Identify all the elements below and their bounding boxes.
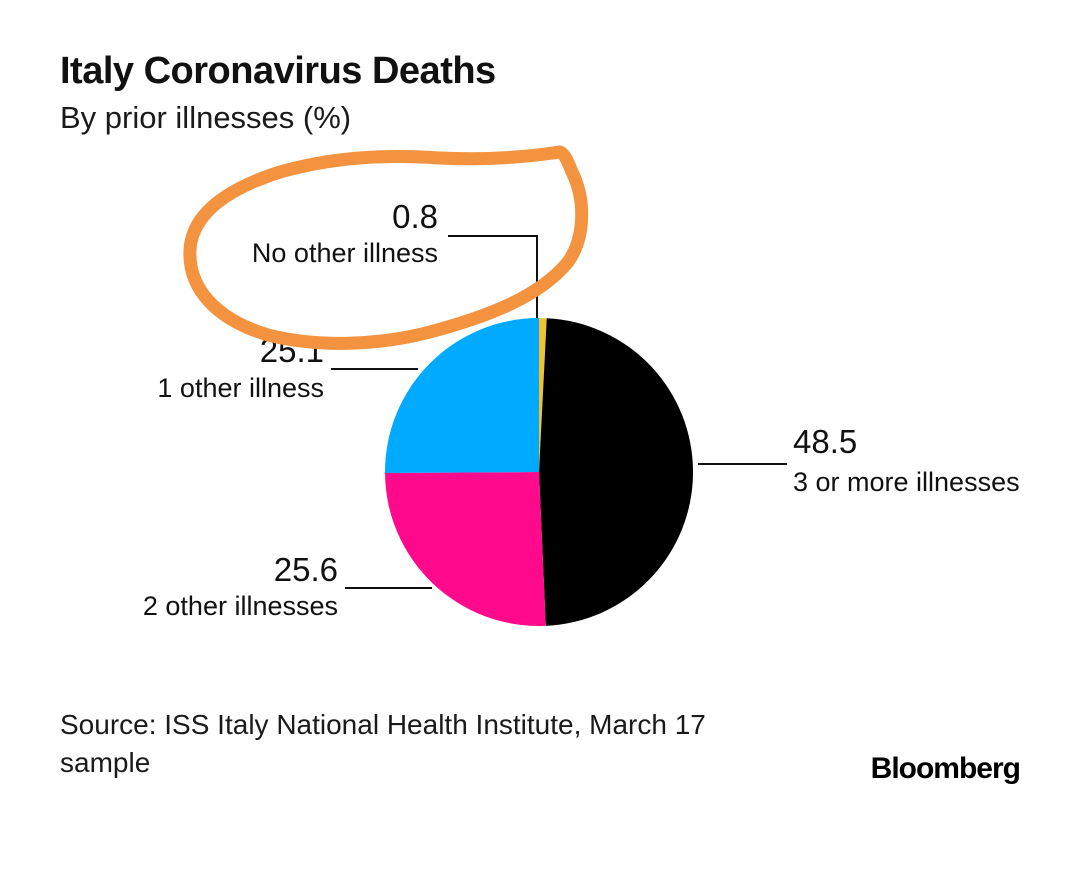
- slice-category-label: 2 other illnesses: [143, 591, 338, 621]
- slice-category-label: 3 or more illnesses: [793, 467, 1020, 497]
- slice-category-label: 1 other illness: [157, 373, 324, 403]
- chart-title: Italy Coronavirus Deaths: [60, 50, 496, 92]
- chart-subtitle: By prior illnesses (%): [60, 100, 352, 135]
- slice-labels: 0.8No other illness 48.5 3 or more illness…: [143, 198, 1020, 621]
- slice-category-label: No other illness: [252, 238, 438, 268]
- pie-slice-2-other-illnesses: [385, 472, 546, 626]
- source-note: Source: ISS Italy National Health Instit…: [60, 709, 706, 778]
- bloomberg-logo: Bloomberg: [870, 752, 1021, 785]
- pie-slice-no-other-illness: [539, 318, 547, 472]
- highlight-annotation: [183, 145, 589, 350]
- slice-value-label: 25.6: [274, 551, 338, 588]
- pie-slice-3-or-more-illnesses: [539, 318, 694, 626]
- pie-slices: [384, 318, 694, 626]
- slice-value-label: 0.8: [392, 198, 438, 235]
- pie-slice-1-other-illness: [384, 318, 539, 473]
- slice-value-label: 48.5: [793, 423, 857, 460]
